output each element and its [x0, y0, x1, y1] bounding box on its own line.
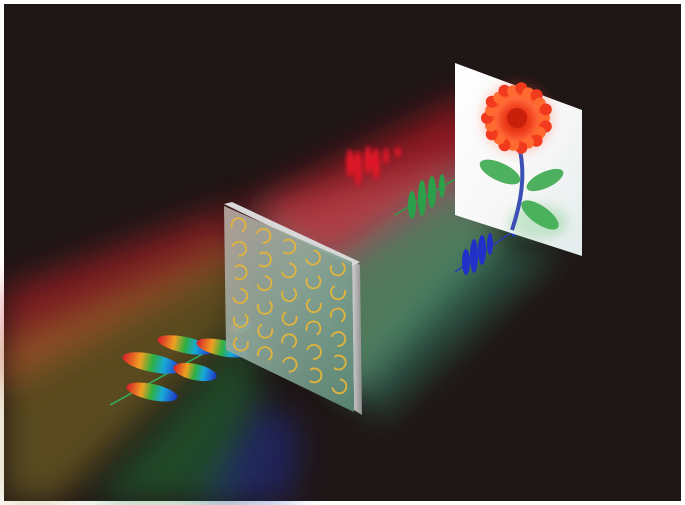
antenna-arc	[281, 287, 298, 303]
antenna-arc	[232, 288, 249, 304]
flower-petal	[507, 138, 520, 151]
red-wave-lobe-6	[395, 147, 401, 157]
flower-center	[507, 108, 527, 128]
antenna-arc	[329, 262, 346, 277]
red-wave-lobe-5	[383, 148, 389, 164]
antenna-arc	[255, 227, 272, 244]
antenna-arc	[306, 298, 322, 314]
leaf-left	[479, 159, 521, 185]
antenna-arc	[333, 354, 347, 371]
metasurface-plate	[224, 206, 354, 412]
antenna-arc	[231, 240, 247, 257]
flower-stem	[510, 149, 525, 231]
incident-beam-blue	[200, 400, 300, 501]
metasurface-edge	[352, 260, 362, 415]
antenna-arc	[305, 275, 322, 290]
antenna-arc	[256, 346, 273, 361]
metasurface-top-edge	[224, 202, 360, 266]
antenna-arc	[258, 251, 272, 268]
red-wave-lobe-4	[372, 148, 380, 180]
leaf-right-top	[526, 168, 564, 192]
red-wave	[346, 146, 401, 186]
antenna-arc	[232, 313, 249, 328]
pulse-lobe-3	[126, 382, 178, 402]
green-wave-lobe-4	[439, 174, 445, 198]
antenna-arc	[281, 311, 298, 326]
blue-wave-lobe-4	[487, 233, 493, 255]
incident-beam-yellow	[4, 240, 245, 501]
antenna-arc	[257, 323, 274, 339]
antenna-arc	[305, 320, 322, 336]
antenna-arc	[282, 356, 298, 373]
antenna-arc	[256, 275, 273, 292]
metasurface	[224, 202, 362, 415]
antenna-arc	[330, 331, 347, 347]
antenna-arc	[331, 378, 348, 395]
flower-image	[479, 82, 568, 240]
green-wave-lobe-1	[408, 191, 416, 219]
antenna-arc	[257, 300, 273, 315]
antenna-arc	[330, 285, 346, 301]
red-wave-lobe-2	[354, 150, 362, 186]
flower-petal	[485, 104, 498, 117]
flower-petal	[485, 128, 498, 141]
incident-beam-green	[90, 330, 260, 501]
antenna-array	[230, 217, 348, 395]
pulse-lobe-2	[157, 335, 213, 355]
blue-wave-lobe-3	[478, 235, 486, 265]
image-screen	[455, 63, 582, 256]
antenna-arc	[280, 262, 297, 279]
pulse-lobe-1	[122, 352, 182, 374]
antenna-arc	[329, 307, 346, 323]
green-wave-lobe-2	[418, 180, 426, 216]
antenna-arc	[282, 238, 297, 255]
flower-petal	[539, 103, 552, 116]
beam-blue-green	[340, 240, 560, 420]
blue-wave-lobe-1	[462, 249, 470, 275]
antenna-arc	[230, 217, 247, 233]
beam-red	[240, 95, 490, 260]
antenna-arc	[233, 336, 249, 352]
green-wave-lobe-3	[428, 176, 436, 208]
leaf-glow	[508, 204, 568, 240]
pulse-lobe-4	[173, 362, 217, 382]
antenna-arc	[306, 343, 322, 360]
antenna-arc	[234, 264, 248, 281]
antenna-arc	[309, 367, 323, 384]
red-wave-lobe-3	[364, 146, 372, 174]
incident-beam	[4, 205, 300, 501]
blue-wave-lobe-2	[470, 239, 478, 273]
flower-petal	[498, 84, 511, 97]
antenna-arc	[305, 249, 321, 266]
antenna-arc	[281, 333, 297, 349]
red-wave-lobe-1	[346, 149, 354, 177]
flower-head	[481, 82, 553, 154]
